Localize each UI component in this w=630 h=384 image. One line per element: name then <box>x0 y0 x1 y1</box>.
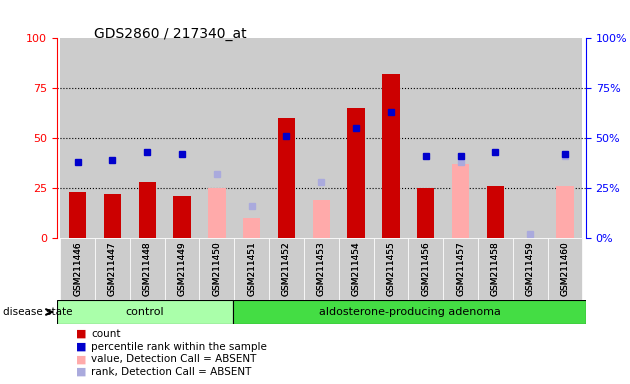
Text: GSM211450: GSM211450 <box>212 241 221 296</box>
Text: GSM211448: GSM211448 <box>143 241 152 296</box>
Bar <box>339 38 374 238</box>
Text: GSM211460: GSM211460 <box>561 241 570 296</box>
Bar <box>130 238 164 300</box>
Bar <box>312 200 330 238</box>
Bar <box>513 38 547 238</box>
Text: GSM211453: GSM211453 <box>317 241 326 296</box>
Text: GSM211454: GSM211454 <box>352 241 360 296</box>
Text: GSM211449: GSM211449 <box>178 241 186 296</box>
Bar <box>60 38 95 238</box>
Text: GSM211451: GSM211451 <box>247 241 256 296</box>
Text: GSM211457: GSM211457 <box>456 241 465 296</box>
Bar <box>60 238 95 300</box>
Text: ■: ■ <box>76 354 86 364</box>
Text: count: count <box>91 329 121 339</box>
Text: rank, Detection Call = ABSENT: rank, Detection Call = ABSENT <box>91 367 252 377</box>
Text: GSM211452: GSM211452 <box>282 241 291 296</box>
Text: GSM211460: GSM211460 <box>561 241 570 296</box>
Text: GSM211455: GSM211455 <box>386 241 396 296</box>
Text: GSM211447: GSM211447 <box>108 241 117 296</box>
Bar <box>164 238 200 300</box>
Bar <box>95 38 130 238</box>
Text: control: control <box>125 307 164 317</box>
Bar <box>556 186 574 238</box>
Text: ■: ■ <box>76 367 86 377</box>
Bar <box>478 238 513 300</box>
Text: GSM211458: GSM211458 <box>491 241 500 296</box>
Bar <box>269 238 304 300</box>
Bar <box>382 74 399 238</box>
Text: disease state: disease state <box>3 307 72 317</box>
Bar <box>408 38 443 238</box>
Text: ■: ■ <box>76 342 86 352</box>
Text: GSM211458: GSM211458 <box>491 241 500 296</box>
Bar <box>164 38 200 238</box>
Text: GSM211452: GSM211452 <box>282 241 291 296</box>
Bar <box>304 38 339 238</box>
Bar <box>452 164 469 238</box>
Text: GSM211456: GSM211456 <box>421 241 430 296</box>
Bar <box>95 238 130 300</box>
Bar <box>130 38 164 238</box>
Bar <box>278 118 295 238</box>
Bar <box>200 38 234 238</box>
Bar <box>233 300 586 324</box>
Text: GSM211446: GSM211446 <box>73 241 82 296</box>
Bar <box>104 194 121 238</box>
Text: GSM211457: GSM211457 <box>456 241 465 296</box>
Bar <box>243 218 260 238</box>
Text: GSM211456: GSM211456 <box>421 241 430 296</box>
Bar <box>57 300 233 324</box>
Bar <box>547 38 582 238</box>
Bar <box>374 38 408 238</box>
Text: value, Detection Call = ABSENT: value, Detection Call = ABSENT <box>91 354 257 364</box>
Text: GSM211446: GSM211446 <box>73 241 82 296</box>
Bar <box>208 188 226 238</box>
Text: ■: ■ <box>76 329 86 339</box>
Bar <box>269 38 304 238</box>
Bar <box>443 38 478 238</box>
Text: GSM211455: GSM211455 <box>386 241 396 296</box>
Bar <box>339 238 374 300</box>
Text: percentile rank within the sample: percentile rank within the sample <box>91 342 267 352</box>
Text: GDS2860 / 217340_at: GDS2860 / 217340_at <box>94 27 247 41</box>
Text: GSM211453: GSM211453 <box>317 241 326 296</box>
Bar <box>234 38 269 238</box>
Text: GSM211447: GSM211447 <box>108 241 117 296</box>
Bar <box>200 238 234 300</box>
Bar <box>173 196 191 238</box>
Text: aldosterone-producing adenoma: aldosterone-producing adenoma <box>319 307 500 317</box>
Bar <box>417 188 435 238</box>
Bar <box>139 182 156 238</box>
Bar <box>547 238 582 300</box>
Text: GSM211450: GSM211450 <box>212 241 221 296</box>
Text: GSM211454: GSM211454 <box>352 241 360 296</box>
Bar <box>234 238 269 300</box>
Bar <box>347 108 365 238</box>
Bar <box>486 186 504 238</box>
Bar <box>513 238 547 300</box>
Text: GSM211451: GSM211451 <box>247 241 256 296</box>
Bar <box>69 192 86 238</box>
Text: GSM211449: GSM211449 <box>178 241 186 296</box>
Bar <box>478 38 513 238</box>
Text: GSM211459: GSM211459 <box>525 241 535 296</box>
Text: GSM211448: GSM211448 <box>143 241 152 296</box>
Bar <box>408 238 443 300</box>
Text: GSM211459: GSM211459 <box>525 241 535 296</box>
Bar <box>374 238 408 300</box>
Bar <box>443 238 478 300</box>
Bar <box>304 238 339 300</box>
